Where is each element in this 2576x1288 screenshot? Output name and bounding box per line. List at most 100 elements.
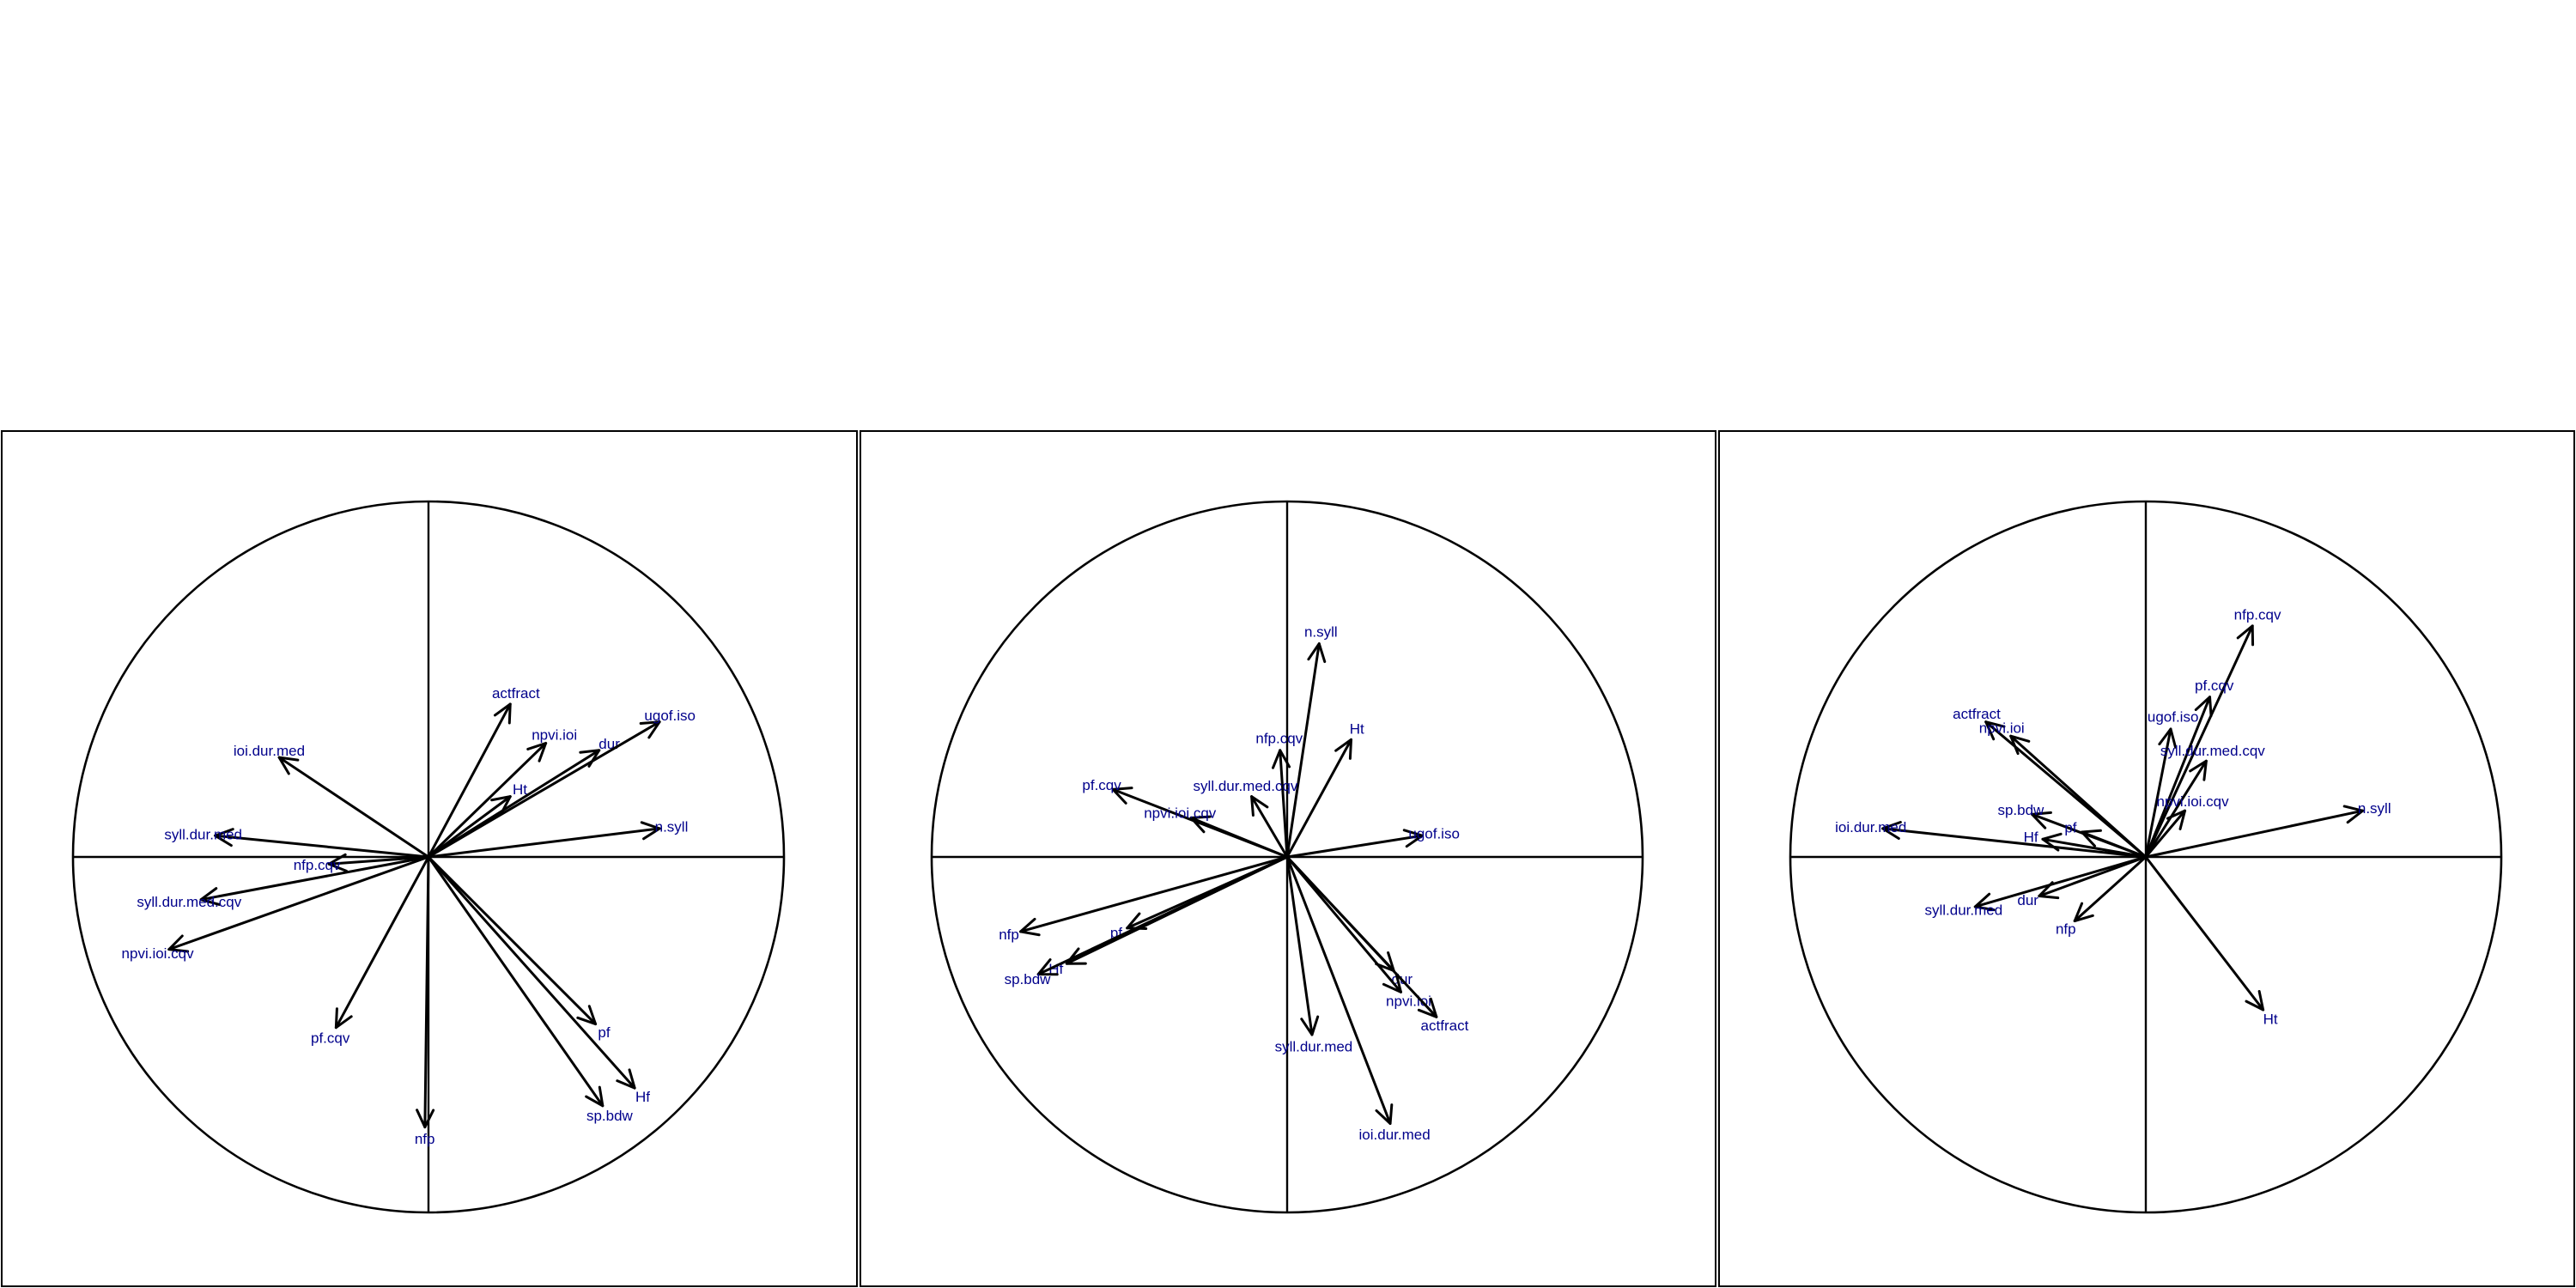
arrowhead bbox=[416, 1109, 435, 1129]
arrowhead bbox=[2194, 696, 2213, 718]
variable-label: ugof.iso bbox=[2148, 709, 2199, 726]
arrowhead bbox=[1984, 720, 2006, 741]
variable-arrow-group: sp.bdw bbox=[1005, 855, 1289, 987]
variable-arrow bbox=[1285, 855, 1438, 1018]
variable-arrow-group: nfp bbox=[999, 855, 1289, 943]
panel-frame bbox=[1, 430, 858, 1287]
arrowhead bbox=[493, 702, 512, 725]
variable-arrow-group: dur bbox=[2017, 855, 2148, 908]
variable-arrow-group: ugof.iso bbox=[2144, 709, 2199, 859]
variable-arrow bbox=[1881, 827, 2148, 859]
variable-arrow bbox=[2041, 837, 2148, 859]
arrowhead bbox=[1382, 972, 1402, 993]
variable-arrow bbox=[199, 855, 430, 902]
arrowhead bbox=[1881, 821, 1902, 841]
arrowhead bbox=[1402, 829, 1424, 848]
arrowhead bbox=[1019, 917, 1041, 937]
arrowhead bbox=[2009, 734, 2031, 756]
variable-arrow bbox=[334, 855, 430, 1030]
variable-label: n.syll bbox=[2358, 800, 2391, 817]
variable-arrow-group: ugof.iso bbox=[427, 708, 696, 859]
variable-label: pf.cqv bbox=[311, 1030, 350, 1047]
panel-frame bbox=[860, 430, 1716, 1287]
variable-arrow bbox=[427, 855, 598, 1026]
arrowhead bbox=[2038, 881, 2060, 900]
variable-label: ugof.iso bbox=[1408, 825, 1460, 841]
variable-label: nfp.cqv bbox=[2234, 607, 2281, 623]
variable-label: actfract bbox=[1421, 1018, 1469, 1034]
variable-arrow bbox=[327, 855, 430, 866]
variable-arrow-group: npvi.ioi bbox=[1285, 855, 1431, 1010]
arrowhead bbox=[199, 887, 221, 906]
variable-arrow-group: Hf bbox=[427, 855, 650, 1105]
variable-arrow-group: pf.cqv bbox=[311, 855, 430, 1047]
variable-label: pf bbox=[598, 1024, 610, 1041]
variable-arrow-group: Ht bbox=[1285, 721, 1364, 859]
arrowhead bbox=[2073, 902, 2094, 923]
variable-label: ioi.dur.med bbox=[234, 743, 305, 759]
arrowhead bbox=[526, 742, 548, 762]
variable-arrow-group: syll.dur.med.cqv bbox=[137, 855, 430, 910]
variable-label: npvi.ioi bbox=[1386, 993, 1431, 1010]
variable-label: n.syll bbox=[1304, 623, 1338, 640]
variable-arrow-group: pf bbox=[427, 855, 611, 1041]
variable-arrow-group: ioi.dur.med bbox=[234, 743, 430, 859]
variable-label: nfp bbox=[999, 927, 1019, 943]
variable-label: Ht bbox=[2263, 1012, 2278, 1028]
variable-arrow-group: Ht bbox=[2144, 855, 2278, 1028]
correlation-circle-panel-1: actfract ioi.dur.med npvi.ioi dur ugof.iso Ht… bbox=[1, 430, 858, 1287]
variable-arrow bbox=[1250, 795, 1289, 859]
variable-arrow-group: nfp bbox=[415, 855, 435, 1147]
variable-arrow-group: syll.dur.med bbox=[1275, 855, 1353, 1054]
variable-arrow-group: syll.dur.med bbox=[1924, 855, 2148, 918]
arrowhead bbox=[214, 828, 234, 848]
variable-arrow-group: npvi.ioi bbox=[427, 726, 577, 859]
variable-arrow bbox=[2144, 809, 2187, 859]
arrowhead bbox=[2189, 759, 2208, 781]
variable-arrow-group: Ht bbox=[427, 781, 527, 859]
arrowhead bbox=[334, 1007, 353, 1030]
variable-label: n.syll bbox=[655, 819, 689, 835]
variable-arrow bbox=[2144, 759, 2208, 859]
arrowhead bbox=[639, 720, 661, 739]
arrowhead bbox=[585, 1085, 605, 1108]
variable-arrow-group: nfp.cqv bbox=[294, 853, 430, 873]
panel-frame bbox=[1718, 430, 2575, 1287]
variable-arrow-group: nfp bbox=[2056, 855, 2148, 937]
arrowhead bbox=[1300, 1015, 1320, 1036]
variable-label: syll.dur.med.cqv bbox=[1194, 778, 1298, 794]
variable-arrow bbox=[1285, 642, 1321, 859]
variable-arrow bbox=[1036, 855, 1289, 976]
variable-arrow bbox=[1973, 855, 2148, 908]
arrowhead bbox=[2342, 805, 2365, 824]
variable-label: actfract bbox=[492, 685, 540, 702]
variable-label: Ht bbox=[513, 781, 527, 798]
arrowhead bbox=[1973, 892, 1996, 912]
arrowhead bbox=[2031, 811, 2052, 829]
variable-arrow bbox=[2073, 855, 2148, 923]
variable-arrow-group: actfract bbox=[1285, 855, 1469, 1034]
variable-arrow bbox=[1285, 738, 1353, 859]
arrowhead bbox=[2080, 829, 2102, 848]
variable-arrow bbox=[427, 742, 548, 859]
arrowhead bbox=[2041, 832, 2063, 852]
variable-arrow bbox=[2009, 734, 2148, 859]
arrowhead bbox=[2158, 727, 2178, 749]
variable-arrow-group: npvi.ioi.cqv bbox=[122, 855, 430, 962]
variable-arrow bbox=[1279, 749, 1289, 859]
arrowhead bbox=[1307, 642, 1327, 664]
variable-label: sp.bdw bbox=[586, 1108, 634, 1124]
arrowhead bbox=[2236, 624, 2255, 647]
variable-arrow bbox=[1285, 855, 1314, 1036]
arrowhead bbox=[327, 853, 349, 872]
variable-arrow-group: n.syll bbox=[1285, 623, 1338, 859]
variable-label: syll.dur.med bbox=[1275, 1038, 1353, 1054]
variable-label: pf.cqv bbox=[2195, 677, 2234, 694]
variable-label: syll.dur.med bbox=[1924, 902, 2002, 918]
variable-label: nfp bbox=[415, 1131, 435, 1147]
variable-label: dur bbox=[598, 736, 620, 752]
variable-label: Hf bbox=[635, 1089, 650, 1105]
variable-arrow bbox=[427, 795, 512, 859]
variable-arrow-group: n.syll bbox=[427, 819, 689, 859]
